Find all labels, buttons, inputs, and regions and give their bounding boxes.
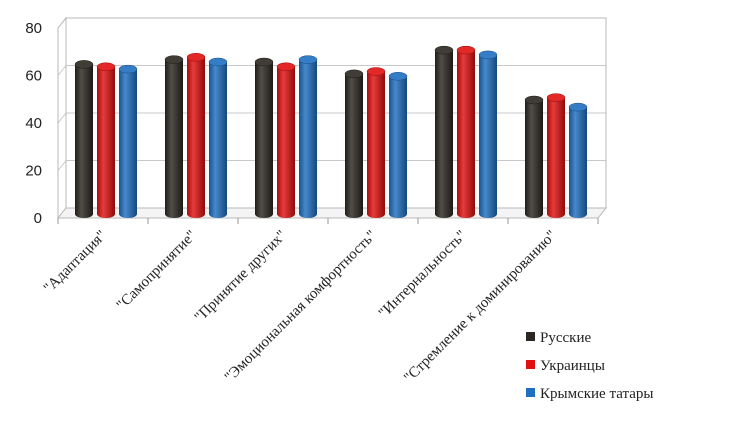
x-category-labels: "Адаптация" "Самопринятие""Принятие други… bbox=[41, 228, 560, 387]
gridline-depth bbox=[57, 112, 67, 124]
bar bbox=[388, 72, 408, 218]
gridlines bbox=[57, 17, 606, 219]
bar bbox=[344, 69, 364, 218]
bar bbox=[118, 64, 138, 218]
legend-label: Русские bbox=[540, 330, 591, 346]
x-category-label: "Стремление к доминированию" bbox=[401, 228, 560, 387]
bar bbox=[74, 60, 94, 218]
x-category-label: "Принятие других" bbox=[192, 228, 290, 326]
bar bbox=[186, 53, 206, 218]
legend-label: Крымские татары bbox=[540, 386, 653, 402]
bar bbox=[276, 62, 296, 218]
bar bbox=[478, 50, 498, 218]
legend: Русские Украинцы Крымские татары bbox=[526, 330, 653, 402]
bar bbox=[434, 45, 454, 218]
legend-swatch bbox=[526, 332, 535, 341]
bar bbox=[366, 67, 386, 218]
legend-item: Украинцы bbox=[526, 358, 605, 374]
bars bbox=[74, 45, 588, 218]
x-category-label: "Адаптация" bbox=[41, 228, 110, 297]
bar bbox=[96, 62, 116, 218]
y-tick-label: 40 bbox=[25, 115, 42, 132]
bar bbox=[254, 57, 274, 218]
gridline-depth bbox=[57, 65, 67, 76]
bar bbox=[208, 57, 228, 218]
legend-item: Русские bbox=[526, 330, 591, 346]
y-tick-label: 80 bbox=[25, 20, 42, 37]
legend-label: Украинцы bbox=[540, 358, 605, 374]
floor bbox=[56, 207, 608, 219]
x-category-label: "Интернальность" bbox=[376, 228, 470, 322]
axes bbox=[56, 16, 608, 224]
y-tick-label: 60 bbox=[25, 68, 42, 85]
legend-swatch bbox=[526, 388, 535, 397]
bar bbox=[524, 95, 544, 218]
bar bbox=[164, 55, 184, 218]
y-tick-label: 0 bbox=[34, 210, 42, 227]
y-tick-label: 20 bbox=[25, 163, 42, 180]
bar bbox=[546, 93, 566, 218]
x-category-label: "Эмоциональная комфортность" bbox=[222, 228, 380, 386]
legend-swatch bbox=[526, 360, 535, 369]
legend-item: Крымские татары bbox=[526, 386, 653, 402]
gridline-depth bbox=[57, 160, 67, 171]
y-tick-labels: 0 20 40 60 80 bbox=[25, 20, 42, 227]
x-category-label: "Самопринятие" bbox=[114, 228, 200, 314]
bar bbox=[456, 45, 476, 218]
bar bbox=[298, 55, 318, 218]
bar bbox=[568, 102, 588, 218]
